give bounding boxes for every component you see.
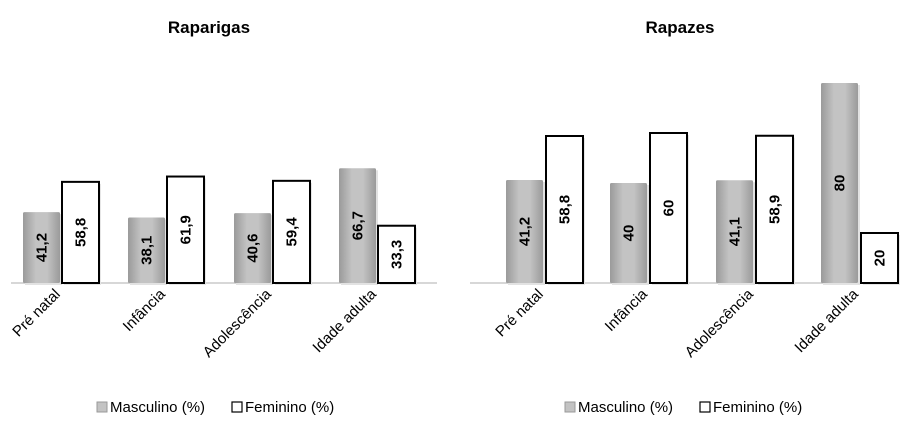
bar-masculino	[610, 183, 647, 283]
bar-masculino	[128, 217, 165, 283]
data-label: 41,2	[34, 233, 51, 262]
bar-feminino	[649, 132, 688, 284]
chart-raparigas: Raparigas 41,2 38,1 40,6 66,7 58,8 61,9 59,4 33,…	[9, 18, 437, 416]
x-tick-label: Idade adulta	[309, 285, 380, 356]
legend: Masculino (%) Feminino (%)	[96, 399, 334, 416]
x-tick-label: Pré natal	[9, 286, 63, 340]
legend-label-masculino: Masculino (%)	[578, 399, 673, 416]
data-label: 33,3	[389, 240, 406, 269]
bar-masculino	[23, 212, 60, 283]
bar-feminino	[166, 175, 205, 284]
bar-feminino	[272, 179, 311, 284]
legend-swatch-masculino	[96, 401, 108, 413]
data-label: 40	[621, 225, 638, 242]
chart-rapazes: Rapazes 41,2 40 41,1 80 58,8 60 58,9 20 Pré natal…	[470, 18, 900, 416]
bar-masculino	[716, 180, 753, 283]
bar-masculino	[821, 83, 858, 283]
data-label: 41,1	[727, 217, 744, 246]
legend-swatch-masculino	[564, 401, 576, 413]
legend: Masculino (%) Feminino (%)	[564, 399, 802, 416]
bar-masculino	[339, 168, 376, 283]
data-label: 38,1	[139, 236, 156, 265]
data-label: 20	[872, 250, 889, 267]
x-tick-label: Pré natal	[492, 286, 546, 340]
bar-feminino	[860, 232, 899, 284]
legend-swatch-feminino	[699, 401, 711, 413]
x-tick-label: Infância	[602, 285, 652, 335]
x-tick-label: Idade adulta	[791, 285, 862, 356]
data-label: 59,4	[284, 217, 301, 247]
bar-feminino	[755, 134, 794, 284]
data-label: 41,2	[517, 217, 534, 246]
bar-feminino	[377, 224, 416, 284]
bar-feminino	[545, 135, 584, 284]
legend-swatch-feminino	[231, 401, 243, 413]
data-label: 66,7	[350, 211, 367, 240]
chart-title: Raparigas	[168, 18, 250, 37]
data-label: 80	[832, 175, 849, 192]
x-tick-label: Adolescência	[200, 285, 276, 361]
chart-title: Rapazes	[646, 18, 715, 37]
x-tick-label: Adolescência	[682, 285, 758, 361]
data-label: 58,8	[557, 195, 574, 224]
data-label: 58,8	[73, 218, 90, 247]
legend-label-feminino: Feminino (%)	[713, 399, 802, 416]
data-label: 61,9	[178, 215, 195, 244]
legend-label-masculino: Masculino (%)	[110, 399, 205, 416]
bar-masculino	[234, 213, 271, 283]
x-tick-label: Infância	[120, 285, 170, 335]
data-label: 58,9	[767, 195, 784, 224]
bar-masculino	[506, 180, 543, 283]
legend-label-feminino: Feminino (%)	[245, 399, 334, 416]
data-label: 60	[661, 200, 678, 217]
bar-feminino	[61, 180, 100, 284]
data-label: 40,6	[245, 233, 262, 262]
